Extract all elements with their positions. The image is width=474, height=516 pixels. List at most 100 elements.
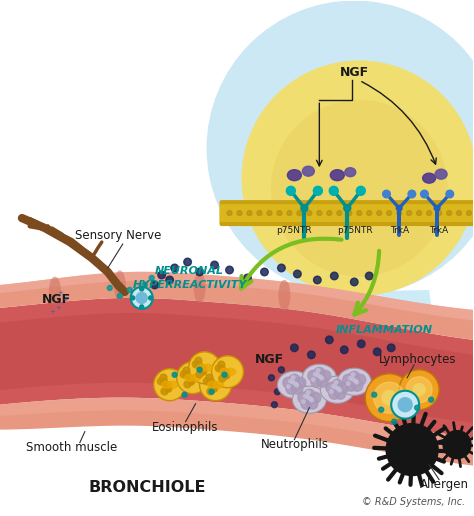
- Circle shape: [165, 384, 172, 392]
- Circle shape: [355, 380, 358, 384]
- Circle shape: [192, 361, 199, 368]
- Circle shape: [182, 392, 187, 397]
- Circle shape: [164, 385, 172, 392]
- Circle shape: [313, 373, 317, 376]
- Circle shape: [406, 377, 432, 402]
- Circle shape: [383, 190, 390, 198]
- Circle shape: [261, 268, 268, 276]
- Circle shape: [306, 395, 310, 399]
- Circle shape: [327, 211, 332, 216]
- Circle shape: [329, 186, 338, 195]
- Circle shape: [226, 266, 233, 274]
- Circle shape: [337, 211, 342, 216]
- Circle shape: [287, 211, 292, 216]
- Circle shape: [387, 344, 395, 351]
- Circle shape: [343, 374, 354, 385]
- Circle shape: [188, 378, 195, 384]
- Circle shape: [319, 375, 322, 379]
- Circle shape: [365, 374, 413, 422]
- Circle shape: [272, 401, 277, 408]
- Circle shape: [207, 379, 213, 385]
- Circle shape: [292, 383, 303, 394]
- Text: +: +: [57, 290, 63, 296]
- Circle shape: [244, 274, 251, 282]
- Circle shape: [257, 211, 262, 216]
- Text: Sensory Nerve: Sensory Nerve: [74, 229, 161, 242]
- Circle shape: [338, 382, 349, 393]
- Text: TrkA: TrkA: [429, 226, 449, 235]
- Ellipse shape: [330, 170, 344, 181]
- Ellipse shape: [219, 368, 229, 375]
- Text: NGF: NGF: [255, 353, 284, 366]
- Circle shape: [211, 261, 219, 269]
- Circle shape: [184, 381, 191, 388]
- Polygon shape: [0, 398, 473, 450]
- Circle shape: [131, 287, 153, 309]
- Circle shape: [349, 372, 360, 382]
- Circle shape: [326, 336, 333, 344]
- Circle shape: [200, 367, 207, 375]
- Polygon shape: [0, 298, 473, 438]
- Circle shape: [237, 211, 242, 216]
- Circle shape: [298, 392, 309, 403]
- Circle shape: [151, 281, 158, 289]
- Text: NGF: NGF: [42, 294, 71, 307]
- Text: p75NTR: p75NTR: [276, 226, 312, 235]
- Circle shape: [222, 369, 229, 376]
- Text: Smooth muscle: Smooth muscle: [26, 441, 118, 454]
- Circle shape: [329, 390, 333, 393]
- Circle shape: [398, 398, 412, 412]
- Circle shape: [306, 391, 310, 394]
- Circle shape: [374, 348, 381, 356]
- Circle shape: [278, 264, 285, 272]
- Ellipse shape: [320, 376, 354, 404]
- Circle shape: [326, 382, 337, 393]
- Text: Eosinophils: Eosinophils: [152, 421, 219, 434]
- Text: +: +: [62, 297, 68, 303]
- Circle shape: [271, 100, 447, 277]
- Circle shape: [317, 211, 322, 216]
- Circle shape: [289, 374, 300, 385]
- Circle shape: [157, 378, 164, 385]
- Circle shape: [399, 370, 439, 410]
- Circle shape: [316, 374, 319, 377]
- Circle shape: [313, 276, 321, 284]
- Circle shape: [330, 272, 338, 280]
- Text: p75NTR: p75NTR: [337, 226, 373, 235]
- Circle shape: [310, 392, 321, 403]
- Circle shape: [286, 186, 295, 195]
- Circle shape: [434, 205, 440, 211]
- Circle shape: [351, 373, 355, 376]
- Circle shape: [437, 211, 442, 216]
- Circle shape: [311, 376, 322, 387]
- Circle shape: [196, 371, 203, 378]
- Circle shape: [317, 376, 328, 387]
- Circle shape: [183, 372, 191, 379]
- Circle shape: [316, 369, 320, 373]
- Circle shape: [274, 389, 281, 395]
- Circle shape: [142, 282, 147, 287]
- Circle shape: [227, 211, 232, 216]
- Circle shape: [408, 190, 416, 198]
- Circle shape: [397, 211, 401, 216]
- Circle shape: [218, 361, 225, 368]
- Circle shape: [172, 372, 177, 377]
- Circle shape: [365, 272, 373, 280]
- Text: TrkA: TrkA: [390, 226, 409, 235]
- Ellipse shape: [278, 280, 291, 311]
- Circle shape: [308, 351, 315, 359]
- Ellipse shape: [226, 368, 236, 375]
- Circle shape: [171, 264, 178, 272]
- Circle shape: [340, 346, 348, 353]
- Ellipse shape: [302, 166, 314, 176]
- Circle shape: [211, 356, 244, 388]
- Circle shape: [287, 385, 290, 389]
- Circle shape: [354, 379, 357, 382]
- Circle shape: [210, 384, 218, 392]
- Polygon shape: [0, 313, 473, 423]
- Text: +: +: [55, 305, 61, 311]
- Circle shape: [329, 388, 340, 399]
- Circle shape: [283, 377, 294, 388]
- Ellipse shape: [337, 368, 371, 395]
- Circle shape: [356, 186, 365, 195]
